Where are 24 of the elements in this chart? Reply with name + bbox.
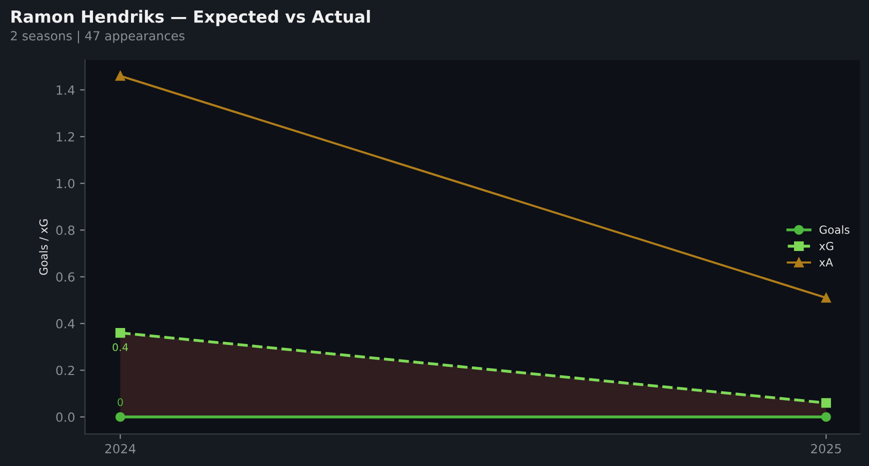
point (115, 412, 126, 422)
y-tick-label: 0.8 (56, 226, 74, 235)
point (115, 328, 126, 338)
y-tick-label: 0.6 (56, 272, 74, 282)
legend-label: Goals (820, 225, 850, 234)
x-tick-label: 2025 (811, 444, 841, 454)
legend-label: xA (819, 258, 833, 266)
data-label: 0.4 (112, 343, 128, 352)
y-axis-title: Goals / xG (39, 219, 49, 275)
point (821, 292, 831, 303)
legend-label: xG (819, 242, 834, 250)
y-tick-label: 1.4 (56, 86, 75, 95)
y-tick-label: 0.0 (56, 412, 74, 422)
point (115, 71, 126, 81)
point (821, 398, 831, 408)
y-tick-label: 1.0 (56, 178, 74, 188)
x-tick-label: 2024 (105, 444, 136, 454)
point (821, 412, 831, 422)
y-tick-label: 0.2 (56, 366, 74, 376)
data-label: 0 (118, 398, 123, 406)
chart-title: Ramon Hendriks — Expected vs Actual (12, 10, 370, 26)
y-tick-label: 1.2 (56, 132, 74, 142)
chart-subtitle: 2 seasons | 47 appearances (10, 30, 184, 44)
y-tick-label: 0.4 (56, 318, 75, 328)
